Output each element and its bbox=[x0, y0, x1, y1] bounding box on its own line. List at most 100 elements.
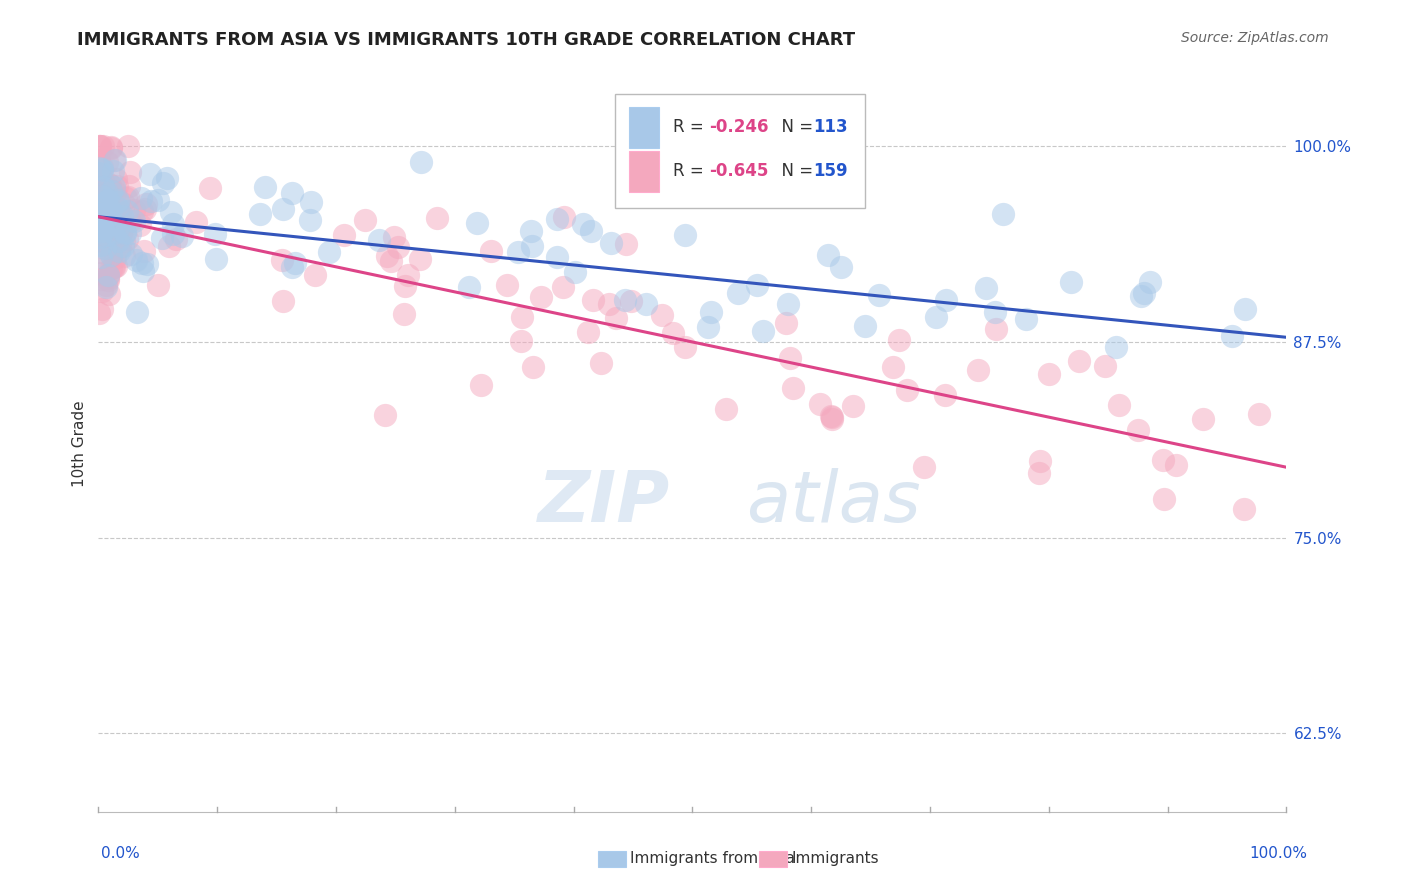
Point bbox=[120, 226, 142, 240]
Text: 0.0%: 0.0% bbox=[101, 847, 141, 861]
Point bbox=[745, 277, 768, 292]
Point bbox=[100, 185, 122, 199]
Point bbox=[114, 226, 136, 240]
Point bbox=[110, 220, 132, 235]
Point bbox=[97, 268, 120, 282]
Point bbox=[100, 222, 122, 236]
Point bbox=[93, 183, 115, 197]
Point bbox=[89, 224, 111, 238]
Point bbox=[752, 325, 775, 339]
Point bbox=[714, 402, 737, 417]
Point bbox=[103, 226, 125, 240]
Point bbox=[89, 195, 111, 210]
Y-axis label: 10th Grade: 10th Grade bbox=[72, 401, 87, 487]
Point bbox=[868, 287, 890, 301]
Point bbox=[830, 260, 852, 274]
Point bbox=[97, 287, 120, 301]
Point bbox=[598, 297, 620, 311]
Point bbox=[122, 202, 145, 217]
Point bbox=[118, 178, 141, 193]
Point bbox=[162, 217, 184, 231]
Point bbox=[673, 340, 696, 354]
Point bbox=[89, 240, 111, 254]
Point bbox=[299, 195, 322, 210]
Point bbox=[509, 334, 531, 349]
Point bbox=[887, 333, 910, 347]
Point bbox=[125, 252, 148, 267]
Point bbox=[139, 167, 162, 181]
Point bbox=[89, 235, 111, 249]
Point bbox=[134, 244, 156, 258]
Point bbox=[470, 377, 492, 392]
Point bbox=[115, 191, 138, 205]
Point bbox=[530, 289, 553, 303]
Point bbox=[354, 213, 377, 227]
Point bbox=[94, 277, 117, 292]
Point bbox=[853, 319, 876, 334]
Point bbox=[94, 228, 117, 243]
Point bbox=[89, 139, 111, 153]
Point bbox=[90, 189, 112, 203]
Point bbox=[605, 311, 627, 326]
Point bbox=[91, 284, 114, 298]
Point bbox=[564, 265, 586, 279]
Point bbox=[98, 177, 121, 191]
Point bbox=[614, 236, 637, 251]
Point bbox=[1153, 492, 1175, 507]
Point bbox=[117, 139, 139, 153]
Point bbox=[105, 172, 128, 186]
Point bbox=[112, 196, 135, 211]
Point bbox=[103, 251, 125, 265]
Point bbox=[546, 250, 568, 264]
Point bbox=[1130, 289, 1153, 303]
Text: R =: R = bbox=[673, 162, 710, 180]
Point bbox=[90, 206, 112, 220]
Point bbox=[131, 256, 153, 270]
Point bbox=[114, 225, 136, 239]
Point bbox=[200, 181, 222, 195]
Point bbox=[90, 272, 112, 286]
Point bbox=[522, 360, 544, 375]
Point bbox=[94, 280, 117, 294]
Point bbox=[94, 211, 117, 226]
Point bbox=[103, 260, 125, 274]
Point bbox=[172, 229, 194, 244]
Point bbox=[107, 201, 129, 215]
Point bbox=[90, 266, 112, 280]
Point bbox=[91, 224, 114, 238]
Point bbox=[96, 184, 118, 198]
Point bbox=[90, 161, 112, 176]
Point bbox=[117, 189, 139, 203]
Point bbox=[96, 181, 118, 195]
Point bbox=[284, 255, 307, 269]
Point bbox=[205, 252, 228, 266]
Point bbox=[91, 162, 114, 177]
Text: N =: N = bbox=[770, 162, 818, 180]
Point bbox=[591, 356, 613, 370]
Point bbox=[107, 193, 129, 207]
Point bbox=[103, 208, 125, 222]
Point bbox=[112, 239, 135, 253]
Point bbox=[112, 249, 135, 263]
Point bbox=[495, 278, 517, 293]
Point bbox=[392, 307, 415, 321]
Point bbox=[100, 141, 122, 155]
Point bbox=[409, 155, 432, 169]
Point bbox=[87, 226, 110, 240]
Point bbox=[991, 207, 1014, 221]
Point bbox=[374, 408, 396, 422]
Point bbox=[396, 268, 419, 282]
Point bbox=[125, 305, 148, 319]
Point bbox=[1128, 423, 1150, 437]
Point bbox=[162, 227, 184, 242]
Point bbox=[105, 259, 128, 273]
Point bbox=[912, 459, 935, 474]
Point bbox=[100, 248, 122, 262]
Text: 113: 113 bbox=[814, 119, 848, 136]
Point bbox=[105, 178, 128, 193]
Point bbox=[118, 165, 141, 179]
Point bbox=[115, 203, 138, 218]
Point bbox=[204, 227, 226, 241]
Point bbox=[131, 191, 153, 205]
Point bbox=[100, 260, 122, 275]
